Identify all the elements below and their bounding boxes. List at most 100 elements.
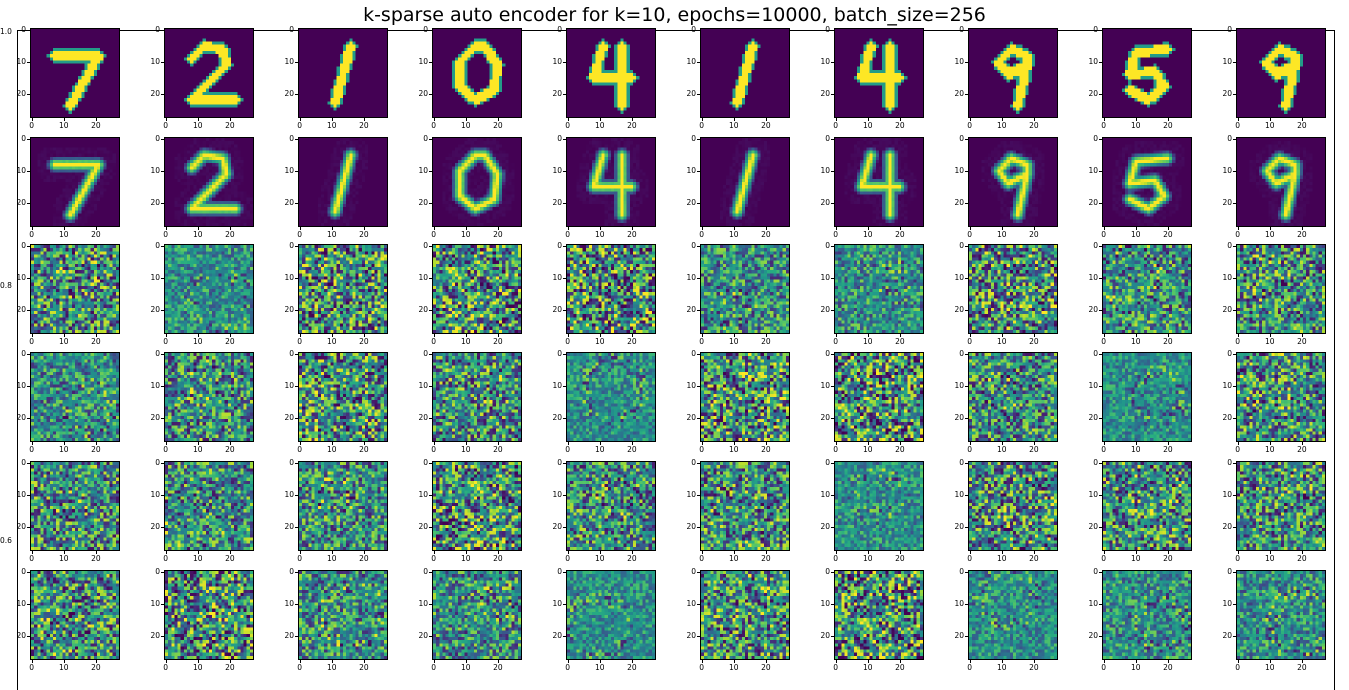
xtick-label: 10 <box>862 554 873 563</box>
xtick-mark <box>701 227 703 230</box>
panel-r1-c7 <box>834 28 924 118</box>
ytick-mark <box>1233 462 1236 464</box>
xtick-mark <box>867 660 869 663</box>
xtick-label: 10 <box>1130 445 1141 454</box>
xtick-label: 20 <box>225 121 235 130</box>
xtick-mark <box>1167 442 1169 445</box>
xtick-mark <box>567 118 569 121</box>
panel-r4-c2 <box>164 352 254 442</box>
xtick-label: 0 <box>833 445 838 454</box>
xtick-mark <box>1001 334 1003 337</box>
ytick-mark <box>429 138 432 140</box>
xtick-label: 20 <box>627 121 637 130</box>
xtick-mark <box>567 660 569 663</box>
xtick-mark <box>1167 227 1169 230</box>
xtick-label: 20 <box>761 230 771 239</box>
ytick-mark <box>27 494 30 496</box>
panel-r2-c10 <box>1236 137 1326 227</box>
ytick-label: 10 <box>418 56 428 66</box>
panel-r5-c7 <box>834 461 924 551</box>
ytick-label: 10 <box>284 56 294 66</box>
ytick-mark <box>697 202 700 204</box>
ytick-label: 10 <box>954 56 964 66</box>
heatmap-image <box>834 137 924 227</box>
ytick-mark <box>429 61 432 63</box>
xtick-label: 10 <box>1264 445 1275 454</box>
xtick-mark <box>631 442 633 445</box>
ytick-label: 20 <box>150 304 160 314</box>
ytick-mark <box>295 635 298 637</box>
ytick-mark <box>1099 277 1102 279</box>
ytick-mark <box>161 138 164 140</box>
ytick-mark <box>697 29 700 31</box>
xtick-label: 10 <box>460 554 471 563</box>
ytick-label: 20 <box>284 630 294 640</box>
xtick-mark <box>31 334 33 337</box>
xtick-mark <box>465 660 467 663</box>
outer-axes-frame <box>17 30 1335 690</box>
xtick-label: 20 <box>1029 337 1039 346</box>
xtick-mark <box>1167 334 1169 337</box>
xtick-mark <box>1301 227 1303 230</box>
ytick-mark <box>697 526 700 528</box>
ytick-label: 10 <box>16 272 26 282</box>
xtick-label: 20 <box>1163 445 1173 454</box>
xtick-mark <box>331 442 333 445</box>
ytick-label: 20 <box>1222 412 1232 422</box>
xtick-label: 20 <box>493 663 503 672</box>
ytick-label: 10 <box>1222 489 1232 499</box>
ytick-mark <box>295 353 298 355</box>
ytick-mark <box>429 353 432 355</box>
xtick-label: 20 <box>1297 121 1307 130</box>
ytick-label: 20 <box>820 197 830 207</box>
ytick-label: 20 <box>552 88 562 98</box>
xtick-label: 20 <box>91 337 101 346</box>
xtick-label: 10 <box>996 121 1007 130</box>
xtick-label: 0 <box>1101 230 1106 239</box>
ytick-mark <box>295 603 298 605</box>
panel-r4-c8 <box>968 352 1058 442</box>
xtick-label: 0 <box>29 230 34 239</box>
panel-r3-c3 <box>298 244 388 334</box>
ytick-label: 20 <box>552 630 562 640</box>
heatmap-image <box>298 461 388 551</box>
xtick-mark <box>835 442 837 445</box>
ytick-mark <box>965 170 968 172</box>
ytick-mark <box>1099 494 1102 496</box>
ytick-label: 10 <box>284 380 294 390</box>
xtick-mark <box>331 334 333 337</box>
ytick-mark <box>429 494 432 496</box>
ytick-label: 20 <box>820 304 830 314</box>
xtick-mark <box>899 442 901 445</box>
xtick-label: 0 <box>699 121 704 130</box>
xtick-label: 20 <box>91 554 101 563</box>
xtick-label: 20 <box>359 445 369 454</box>
xtick-label: 10 <box>862 337 873 346</box>
ytick-label: 10 <box>686 489 696 499</box>
xtick-mark <box>567 442 569 445</box>
ytick-mark <box>1233 417 1236 419</box>
ytick-label: 20 <box>686 630 696 640</box>
ytick-mark <box>429 603 432 605</box>
ytick-label: 20 <box>1222 521 1232 531</box>
ytick-label: 20 <box>16 412 26 422</box>
xtick-mark <box>1237 551 1239 554</box>
ytick-label: 10 <box>1088 165 1098 175</box>
xtick-label: 0 <box>431 121 436 130</box>
xtick-label: 0 <box>565 230 570 239</box>
xtick-label: 10 <box>862 121 873 130</box>
xtick-mark <box>229 227 231 230</box>
ytick-label: 0 <box>1093 240 1098 250</box>
ytick-label: 0 <box>959 348 964 358</box>
xtick-mark <box>165 551 167 554</box>
ytick-mark <box>831 417 834 419</box>
ytick-label: 0 <box>155 457 160 467</box>
ytick-label: 20 <box>820 412 830 422</box>
xtick-label: 10 <box>326 445 337 454</box>
xtick-label: 20 <box>225 337 235 346</box>
ytick-label: 0 <box>825 566 830 576</box>
heatmap-image <box>1102 570 1192 660</box>
ytick-mark <box>429 245 432 247</box>
ytick-mark <box>1099 571 1102 573</box>
xtick-label: 10 <box>594 121 605 130</box>
